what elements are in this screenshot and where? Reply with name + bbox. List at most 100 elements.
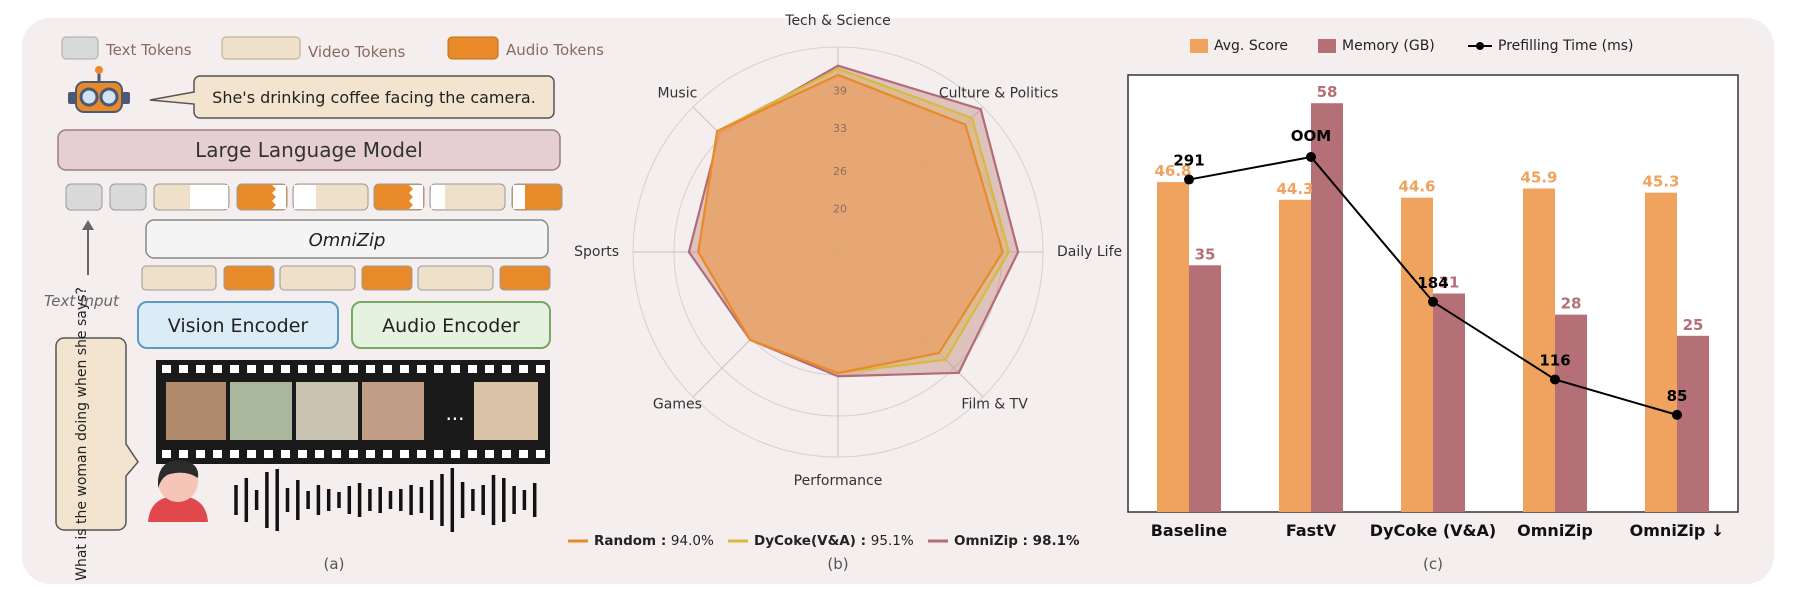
film-sprocket xyxy=(264,450,273,458)
prefilling-time-label: 291 xyxy=(1173,152,1204,170)
prefilling-time-label: 85 xyxy=(1667,387,1688,405)
panel-a-label: (a) xyxy=(324,555,345,573)
film-sprocket xyxy=(519,450,528,458)
bar-avg-score xyxy=(1401,197,1433,512)
film-sprocket xyxy=(213,450,222,458)
film-sprocket xyxy=(247,450,256,458)
radar-axis-label: Games xyxy=(653,397,702,413)
film-sprocket xyxy=(179,450,188,458)
bar-avg-score xyxy=(1645,192,1677,512)
radar-axis-label: Daily Life xyxy=(1057,244,1122,260)
film-sprocket xyxy=(196,365,205,373)
bar-value-label: 28 xyxy=(1561,295,1582,313)
omnizip-label: OmniZip xyxy=(309,230,386,251)
legend-avg-score-swatch xyxy=(1190,39,1208,53)
bar-value-label: 35 xyxy=(1195,245,1216,263)
bar-value-label: 45.3 xyxy=(1642,173,1679,191)
video-film-strip: ... xyxy=(156,360,550,464)
film-sprocket xyxy=(434,450,443,458)
film-sprocket xyxy=(536,450,545,458)
bar-category-label: FastV xyxy=(1286,521,1337,540)
film-ellipsis: ... xyxy=(445,401,464,425)
radar-axis-label: Culture & Politics xyxy=(939,85,1058,101)
film-sprocket xyxy=(468,450,477,458)
film-sprocket xyxy=(502,450,511,458)
radar-tick-label: 33 xyxy=(833,122,847,135)
vision-encoder-label: Vision Encoder xyxy=(168,315,309,337)
film-sprocket xyxy=(434,365,443,373)
bar-category-label: OmniZip ↓ xyxy=(1630,521,1725,540)
bar-memory xyxy=(1311,103,1343,513)
radar-axis-label: Film & TV xyxy=(961,397,1028,413)
film-sprocket xyxy=(536,365,545,373)
input-token-row xyxy=(141,265,551,291)
bar-avg-score xyxy=(1523,188,1555,512)
bar-memory xyxy=(1555,314,1587,512)
film-sprocket xyxy=(230,450,239,458)
film-sprocket xyxy=(485,450,494,458)
bar-avg-score xyxy=(1279,199,1311,512)
question-bubble xyxy=(55,337,139,531)
compressed-token-row xyxy=(65,183,563,211)
film-sprocket xyxy=(162,450,171,458)
vision-encoder-block xyxy=(137,301,339,349)
radar-tick-label: 20 xyxy=(833,203,847,216)
bar-value-label: 58 xyxy=(1317,83,1338,101)
legend-audio-tokens: Audio Tokens xyxy=(506,41,604,59)
audio-waveform xyxy=(234,468,537,532)
audio-token-swatch xyxy=(447,36,499,60)
radar-axis-label: Performance xyxy=(794,473,883,489)
radar-axis-label: Music xyxy=(657,85,697,101)
film-sprocket xyxy=(247,365,256,373)
radar-legend-label: Random : 94.0% xyxy=(594,533,714,549)
radar-tick-label: 39 xyxy=(833,84,847,97)
film-sprocket xyxy=(298,450,307,458)
bar-memory xyxy=(1677,335,1709,512)
prefilling-time-point xyxy=(1428,296,1438,307)
film-sprocket xyxy=(417,365,426,373)
llm-label: Large Language Model xyxy=(195,138,423,162)
bar-value-label: 46.8 xyxy=(1154,162,1191,180)
film-sprocket xyxy=(315,365,324,373)
bar-value-label: 44.6 xyxy=(1398,178,1435,196)
panel-c-bar-chart: 46.8 35 Baseline 44.3 58 FastV 44.6 31 DyCoke (V… xyxy=(1127,38,1739,573)
film-sprocket xyxy=(332,450,341,458)
film-sprocket xyxy=(281,450,290,458)
film-sprocket xyxy=(196,450,205,458)
prefilling-time-label: 184 xyxy=(1417,274,1448,292)
prefilling-time-point xyxy=(1184,174,1194,185)
caption-bubble xyxy=(149,75,555,119)
prefilling-time-point xyxy=(1550,374,1560,385)
film-sprocket xyxy=(281,365,290,373)
audio-encoder-block xyxy=(351,301,551,349)
llm-block xyxy=(57,129,561,171)
film-sprocket xyxy=(502,365,511,373)
film-sprocket xyxy=(230,365,239,373)
text-input-label: Text Input xyxy=(44,292,120,310)
radar-legend-label: DyCoke(V&A) : 95.1% xyxy=(754,533,914,549)
prefilling-time-point xyxy=(1672,409,1682,420)
legend-prefill-label: Prefilling Time (ms) xyxy=(1498,38,1634,54)
radar-axis-label: Sports xyxy=(574,244,619,260)
film-sprocket xyxy=(400,365,409,373)
radar-axis-label: Tech & Science xyxy=(784,13,890,29)
panel-a: Text Tokens Video Tokens Audio Tokens Sh… xyxy=(44,36,604,581)
film-sprocket xyxy=(383,365,392,373)
prefilling-time-label: OOM xyxy=(1291,127,1331,145)
radar-series-random xyxy=(697,73,1004,375)
film-sprocket xyxy=(315,450,324,458)
legend-memory-label: Memory (GB) xyxy=(1342,38,1435,54)
legend-avg-score-label: Avg. Score xyxy=(1214,38,1288,54)
radar-legend-label: OmniZip : 98.1% xyxy=(954,533,1080,549)
film-sprocket xyxy=(349,365,358,373)
film-sprocket xyxy=(366,450,375,458)
bar-category-label: OmniZip xyxy=(1517,521,1593,540)
bar-memory xyxy=(1189,265,1221,512)
text-token-swatch xyxy=(61,36,99,60)
film-sprocket xyxy=(417,450,426,458)
user-icon xyxy=(148,460,208,522)
question-text: What is the woman doing when she says? xyxy=(74,287,90,581)
film-sprocket xyxy=(468,365,477,373)
robot-icon xyxy=(68,66,130,113)
